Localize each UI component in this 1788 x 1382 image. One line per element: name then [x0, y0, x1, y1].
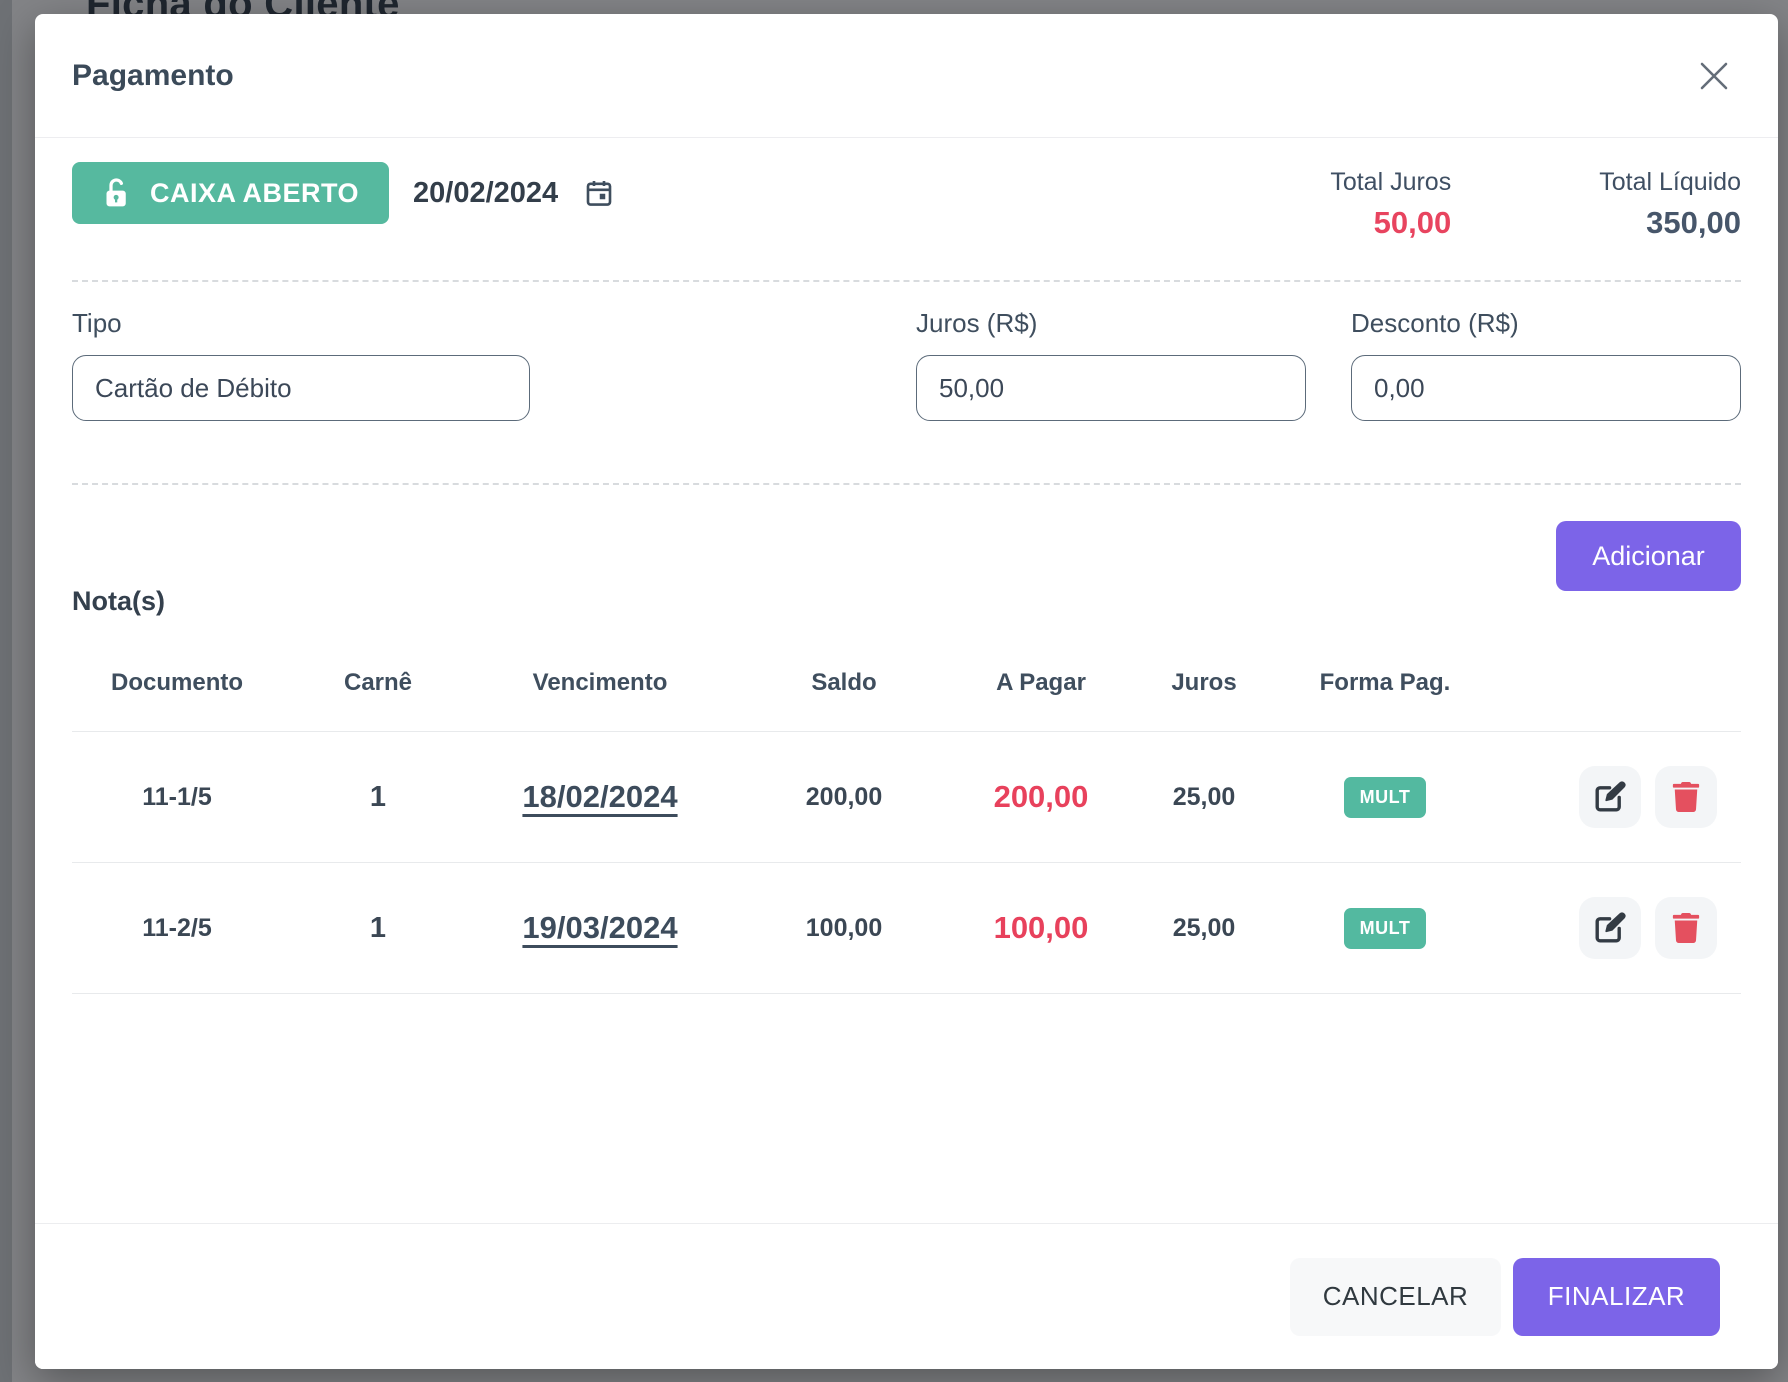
- cash-register-status-badge: CAIXA ABERTO: [72, 162, 390, 224]
- row-actions: [1482, 766, 1741, 828]
- cancel-button[interactable]: CANCELAR: [1290, 1257, 1501, 1336]
- col-actions: [1482, 641, 1741, 732]
- row-saldo: 100,00: [805, 913, 883, 942]
- total-liquido-value: 350,00: [1646, 205, 1741, 240]
- row-juros: 25,00: [1172, 782, 1236, 811]
- dashed-separator-top: [72, 280, 1741, 282]
- totals: Total Juros 50,00 Total Líquido 350,00: [1330, 162, 1741, 241]
- desconto-input[interactable]: [1351, 355, 1741, 421]
- desconto-label: Desconto (R$): [1351, 308, 1519, 338]
- add-note-button[interactable]: Adicionar: [1556, 521, 1741, 591]
- notes-table-header-row: Documento Carnê Vencimento Saldo A Pagar…: [72, 641, 1741, 732]
- row-vencimento-link[interactable]: 18/02/2024: [522, 779, 678, 814]
- edit-icon: [1595, 781, 1626, 812]
- notes-table: Documento Carnê Vencimento Saldo A Pagar…: [72, 641, 1741, 994]
- status-badge-label: CAIXA ABERTO: [150, 177, 360, 208]
- forma-pag-badge: MULT: [1343, 776, 1427, 818]
- col-vencimento: Vencimento: [474, 641, 726, 732]
- forma-pag-badge: MULT: [1343, 907, 1427, 949]
- col-carne: Carnê: [282, 641, 474, 732]
- col-forma-pag: Forma Pag.: [1288, 641, 1482, 732]
- payment-modal: Pagamento CAIXA ABERTO 20/02/2024: [35, 14, 1778, 1369]
- row-documento: 11-1/5: [142, 782, 212, 811]
- total-juros-label: Total Juros: [1330, 168, 1452, 196]
- tipo-label: Tipo: [72, 308, 122, 338]
- lock-open-icon: [106, 178, 126, 207]
- trash-icon: [1672, 782, 1700, 812]
- table-row: 11-1/5 1 18/02/2024 200,00 200,00 25,00 …: [72, 731, 1741, 863]
- trash-icon: [1672, 913, 1700, 943]
- col-documento: Documento: [72, 641, 282, 732]
- row-carne: 1: [369, 780, 387, 813]
- edit-note-button[interactable]: [1579, 897, 1641, 959]
- row-documento: 11-2/5: [142, 913, 212, 942]
- modal-header: Pagamento: [35, 14, 1778, 138]
- modal-body: CAIXA ABERTO 20/02/2024 Total Juros 50,0…: [35, 162, 1778, 994]
- juros-group: Juros (R$): [916, 308, 1306, 421]
- status-row: CAIXA ABERTO 20/02/2024 Total Juros 50,0…: [72, 162, 1741, 244]
- row-saldo: 200,00: [805, 782, 883, 811]
- row-carne: 1: [369, 911, 387, 944]
- tipo-select[interactable]: [72, 355, 530, 421]
- table-row: 11-2/5 1 19/03/2024 100,00 100,00 25,00 …: [72, 862, 1741, 994]
- modal-footer: CANCELAR FINALIZAR: [35, 1223, 1778, 1369]
- close-button[interactable]: [1692, 54, 1736, 98]
- dashed-separator-bottom: [72, 483, 1741, 485]
- notes-section-title: Nota(s): [72, 586, 165, 616]
- total-juros-value: 50,00: [1373, 205, 1452, 240]
- col-a-pagar: A Pagar: [962, 641, 1120, 732]
- date-picker-button[interactable]: [584, 162, 614, 224]
- total-liquido-label: Total Líquido: [1599, 168, 1741, 196]
- total-liquido-block: Total Líquido 350,00: [1599, 162, 1741, 241]
- row-vencimento-link[interactable]: 19/03/2024: [522, 910, 678, 945]
- juros-label: Juros (R$): [916, 308, 1038, 338]
- row-a-pagar: 100,00: [993, 910, 1089, 945]
- finalize-button[interactable]: FINALIZAR: [1513, 1257, 1720, 1336]
- row-juros: 25,00: [1172, 913, 1236, 942]
- desconto-group: Desconto (R$): [1351, 308, 1741, 421]
- total-juros-block: Total Juros 50,00: [1330, 162, 1451, 241]
- modal-title: Pagamento: [72, 58, 234, 92]
- edit-icon: [1595, 912, 1626, 943]
- col-saldo: Saldo: [726, 641, 962, 732]
- notes-header: Adicionar Nota(s): [72, 515, 1741, 617]
- payment-date: 20/02/2024: [413, 177, 559, 209]
- payment-form-row: Tipo Juros (R$) Desconto (R$): [72, 308, 1741, 421]
- close-icon: [1700, 62, 1728, 89]
- juros-input[interactable]: [916, 355, 1306, 421]
- edit-note-button[interactable]: [1579, 766, 1641, 828]
- col-juros: Juros: [1120, 641, 1288, 732]
- delete-note-button[interactable]: [1655, 897, 1717, 959]
- row-actions: [1482, 897, 1741, 959]
- row-a-pagar: 200,00: [993, 779, 1089, 814]
- tipo-group: Tipo: [72, 308, 530, 421]
- calendar-icon: [586, 181, 612, 206]
- delete-note-button[interactable]: [1655, 766, 1717, 828]
